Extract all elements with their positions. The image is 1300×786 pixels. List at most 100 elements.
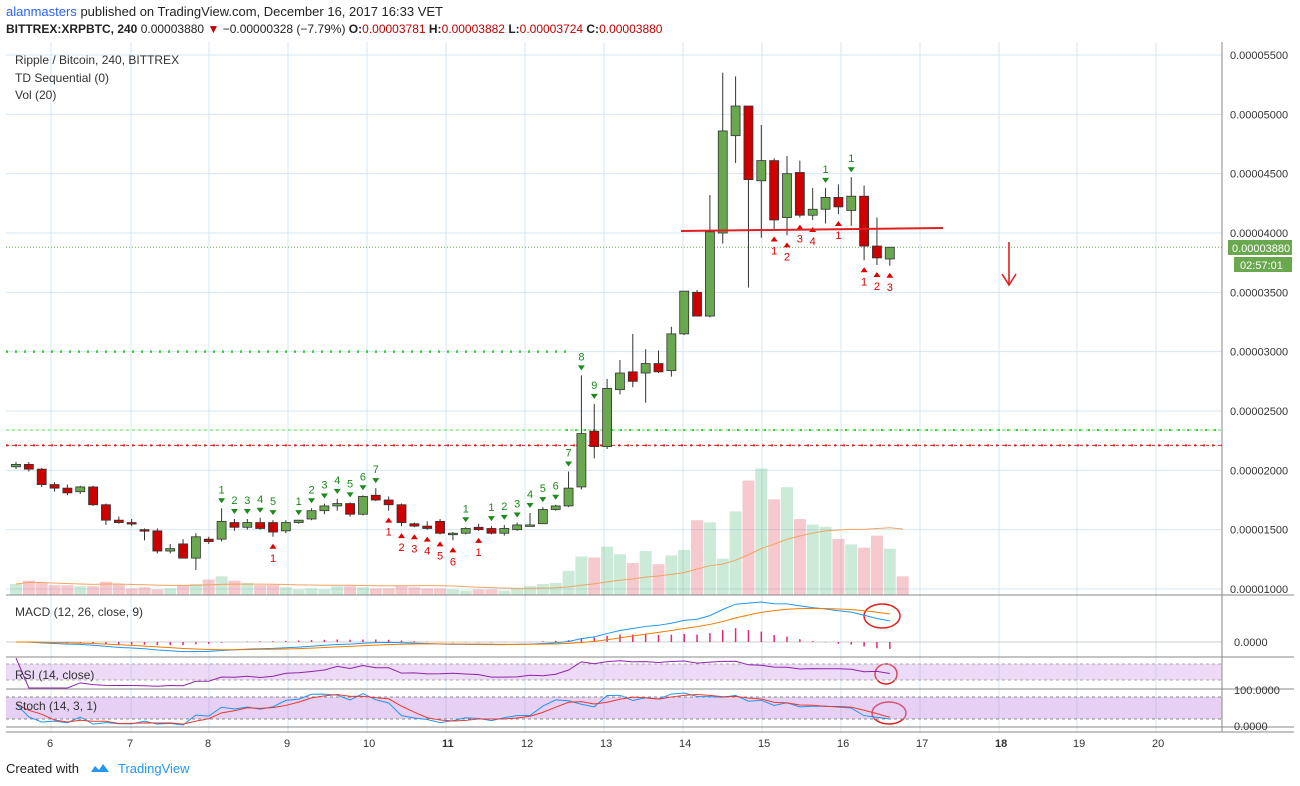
candle-body[interactable]: [49, 484, 60, 489]
candle-body[interactable]: [203, 538, 214, 542]
candle-body[interactable]: [36, 468, 47, 485]
candle-body[interactable]: [370, 494, 381, 501]
macd-label[interactable]: MACD (12, 26, close, 9): [15, 605, 143, 619]
candle-body[interactable]: [280, 522, 291, 532]
candle-body[interactable]: [11, 463, 21, 468]
candle-body[interactable]: [872, 245, 882, 259]
td-down-arrow-icon: [256, 507, 264, 513]
candle-body[interactable]: [627, 371, 638, 382]
candle-body[interactable]: [473, 526, 484, 531]
candle-body[interactable]: [165, 548, 176, 552]
candle-body[interactable]: [589, 430, 600, 448]
stoch-label[interactable]: Stoch (14, 3, 1): [15, 699, 97, 713]
legend-td[interactable]: TD Sequential (0): [15, 71, 109, 85]
candle-body[interactable]: [666, 333, 677, 372]
candle-body[interactable]: [126, 522, 137, 525]
tradingview-link[interactable]: TradingView: [118, 761, 190, 776]
legend-vol[interactable]: Vol (20): [15, 88, 56, 102]
candle-body[interactable]: [268, 522, 278, 533]
candle-body[interactable]: [358, 496, 368, 515]
created-with-text: Created with: [6, 761, 79, 776]
candle-body[interactable]: [653, 363, 664, 373]
candle-body[interactable]: [293, 519, 304, 523]
candle-body[interactable]: [23, 463, 34, 470]
candle-body[interactable]: [820, 196, 831, 210]
candle-body[interactable]: [756, 160, 767, 182]
candle-body[interactable]: [884, 246, 895, 260]
candle-body[interactable]: [679, 290, 690, 335]
candle-body[interactable]: [730, 105, 741, 137]
candle-body[interactable]: [229, 522, 240, 528]
candle-body[interactable]: [807, 208, 818, 216]
candle-body[interactable]: [717, 130, 728, 234]
candle-body[interactable]: [409, 523, 420, 527]
volume-bar: [549, 582, 562, 595]
candle-body[interactable]: [152, 530, 163, 552]
candle-body[interactable]: [499, 528, 510, 534]
candle-body[interactable]: [447, 532, 458, 536]
candle-body[interactable]: [332, 503, 343, 507]
candle-body[interactable]: [422, 525, 433, 529]
volume-bar: [562, 570, 575, 595]
candle-body[interactable]: [640, 363, 651, 374]
time-tick-label: 10: [363, 738, 375, 750]
candle-body[interactable]: [563, 487, 574, 507]
candle-body[interactable]: [602, 388, 612, 448]
chart-bg: [6, 42, 1294, 752]
candle-body[interactable]: [113, 519, 124, 523]
volume-bar: [177, 585, 190, 595]
candle-body[interactable]: [306, 510, 317, 520]
candle-body[interactable]: [178, 543, 188, 559]
candle-body[interactable]: [512, 524, 523, 531]
td-down-arrow-icon: [372, 478, 380, 484]
volume-bar: [601, 546, 614, 595]
candle-body[interactable]: [319, 505, 330, 512]
candle-body[interactable]: [769, 160, 780, 221]
author-link[interactable]: alanmasters: [6, 4, 77, 19]
candle-body[interactable]: [846, 195, 857, 211]
candle-body[interactable]: [794, 172, 805, 216]
candle-body[interactable]: [190, 536, 201, 559]
rsi-label[interactable]: RSI (14, close): [15, 668, 94, 682]
candle-body[interactable]: [550, 505, 561, 510]
candle-body[interactable]: [486, 528, 497, 534]
volume-bar: [215, 576, 228, 595]
td-count-up: 6: [553, 481, 559, 493]
candle-body[interactable]: [460, 528, 471, 534]
candle-body[interactable]: [705, 231, 715, 317]
candle-body[interactable]: [396, 504, 407, 523]
candle-body[interactable]: [383, 499, 394, 506]
candle-body[interactable]: [139, 529, 150, 532]
candle-body[interactable]: [743, 105, 754, 180]
legend-title[interactable]: Ripple / Bitcoin, 240, BITTREX: [15, 53, 179, 67]
candle-body[interactable]: [615, 372, 625, 391]
candle-body[interactable]: [242, 522, 253, 528]
volume-bar: [742, 480, 755, 595]
candle-body[interactable]: [576, 433, 587, 488]
symbol-label[interactable]: BITTREX:XRPBTC, 240: [6, 22, 138, 36]
candle-body[interactable]: [537, 509, 548, 525]
candle-body[interactable]: [692, 291, 702, 317]
candle-body[interactable]: [345, 503, 356, 515]
td-count-down: 3: [797, 234, 803, 246]
candle-body[interactable]: [782, 173, 792, 218]
candle-body[interactable]: [88, 486, 98, 506]
candle-body[interactable]: [525, 524, 535, 527]
candles[interactable]: [11, 72, 895, 571]
candle-body[interactable]: [255, 522, 266, 529]
candle-body[interactable]: [75, 486, 86, 493]
candle-body[interactable]: [216, 520, 227, 540]
volume-bar: [202, 579, 215, 595]
candle-body[interactable]: [435, 520, 445, 534]
td-count-down: 1: [386, 527, 392, 539]
price-change: −0.00000328 (−7.79%): [222, 22, 346, 36]
candle-body[interactable]: [859, 195, 869, 247]
candle-body[interactable]: [101, 504, 111, 521]
volume-bar: [61, 585, 74, 595]
volume-bar: [781, 487, 793, 595]
candle-body[interactable]: [62, 487, 73, 494]
time-tick-label: 6: [47, 738, 53, 750]
candle-body[interactable]: [833, 196, 844, 208]
